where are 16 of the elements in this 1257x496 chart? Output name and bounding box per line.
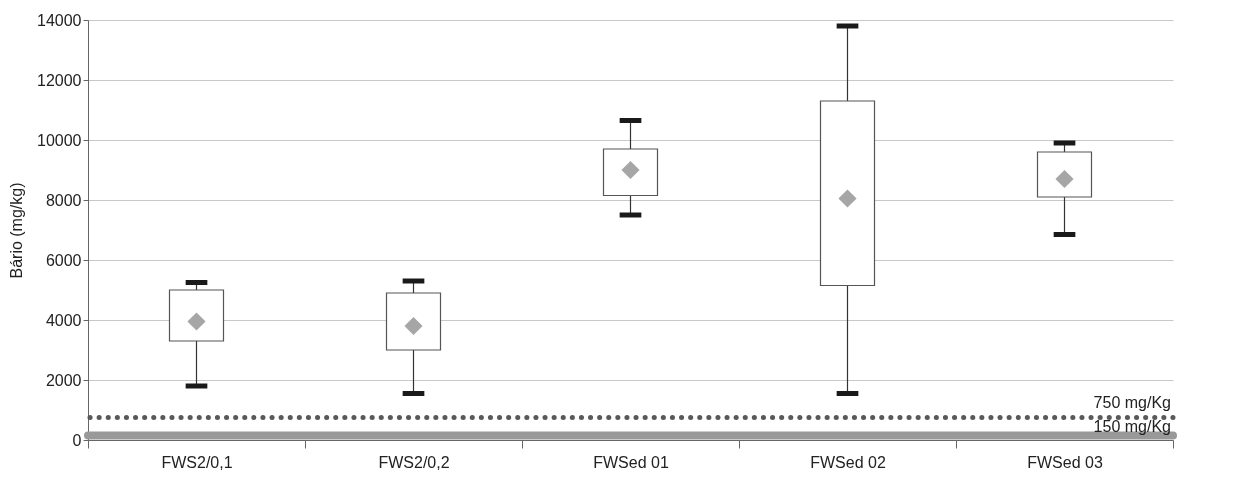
- x-tick-label: FWSed 03: [1027, 453, 1103, 471]
- y-tick-label: 12000: [37, 71, 82, 89]
- x-tick-label: FWSed 02: [810, 453, 886, 471]
- y-tick-label: 14000: [37, 11, 82, 29]
- y-tick-label: 4000: [45, 311, 82, 329]
- ref-line-label: 150 mg/Kg: [1093, 417, 1171, 435]
- y-axis-title: Bário (mg/kg): [8, 182, 26, 279]
- ref-line-label: 750 mg/Kg: [1093, 393, 1171, 411]
- y-tick-label: 6000: [45, 251, 82, 269]
- x-tick-label: FWSed 01: [593, 453, 669, 471]
- y-tick-label: 10000: [37, 131, 82, 149]
- x-tick-label: FWS2/0,1: [161, 453, 233, 471]
- y-tick-label: 2000: [45, 371, 82, 389]
- y-tick-label: 8000: [45, 191, 82, 209]
- x-tick-label: FWS2/0,2: [378, 453, 450, 471]
- y-tick-label: 0: [72, 431, 82, 449]
